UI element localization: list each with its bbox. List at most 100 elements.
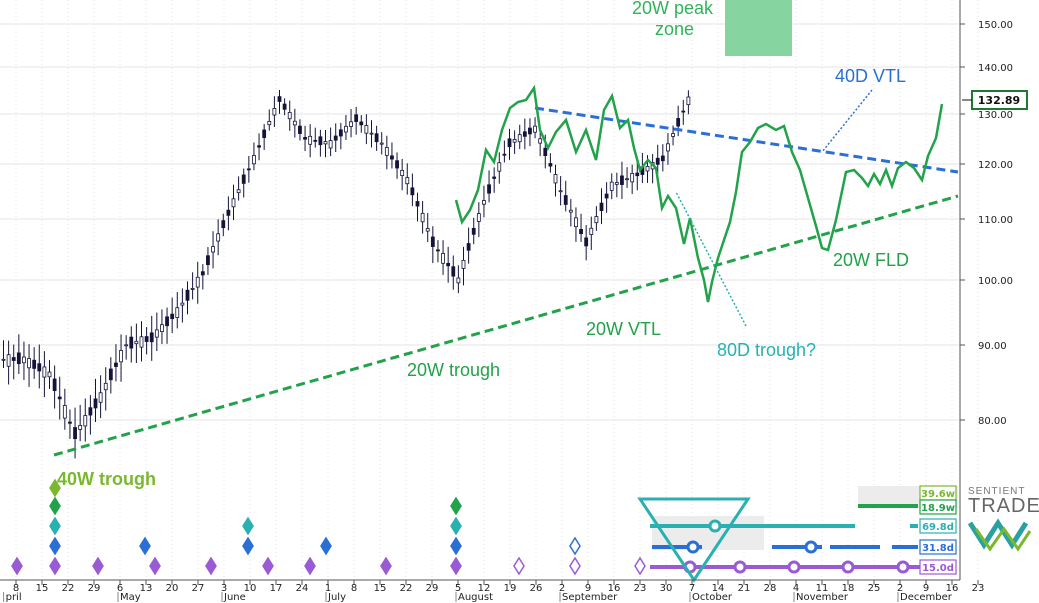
peak-zone-box xyxy=(725,0,792,56)
candle-body xyxy=(160,324,164,332)
cycle-diamond xyxy=(569,556,581,576)
x-tick-label: 27 xyxy=(192,583,205,594)
candle-body xyxy=(461,259,466,269)
candle-body xyxy=(313,139,318,142)
candle-body xyxy=(57,396,62,400)
logo-mark-icon xyxy=(967,518,1032,552)
x-tick-label: 6 xyxy=(117,583,123,594)
candle-body xyxy=(400,170,405,177)
cycle-diamond xyxy=(49,478,61,498)
month-label: June xyxy=(223,592,246,603)
candle-body xyxy=(395,160,399,169)
candle-body xyxy=(200,271,205,276)
candle-body xyxy=(323,141,328,145)
x-tick-label: 15 xyxy=(36,583,49,594)
20w-vtl-label: 20W VTL xyxy=(586,319,661,339)
candle-body xyxy=(103,382,108,391)
candle-body xyxy=(415,201,420,207)
candle-body xyxy=(62,405,67,419)
peak-zone-label-2: zone xyxy=(655,19,694,39)
x-tick-label: 25 xyxy=(868,583,881,594)
20w-fld-label: 20W FLD xyxy=(833,250,909,270)
candle-body xyxy=(124,344,129,347)
candle-body xyxy=(548,163,553,167)
month-label: pril xyxy=(6,592,22,603)
x-tick-label: 8 xyxy=(351,583,357,594)
candle-body xyxy=(206,255,210,266)
candle-body xyxy=(681,110,686,113)
cycle-diamond xyxy=(149,556,161,576)
cycle-diamond xyxy=(304,556,316,576)
candle-body xyxy=(333,135,338,141)
40w-trough-label: 40W trough xyxy=(57,469,156,489)
cycle-15d-marker-4 xyxy=(841,560,855,574)
x-tick-label: 23 xyxy=(972,583,985,594)
cycle-15d-marker-5 xyxy=(896,560,910,574)
candle-body xyxy=(52,378,57,391)
cycle-label-text: 15.0d xyxy=(922,563,954,574)
candle-body xyxy=(482,200,486,205)
x-tick-label: 11 xyxy=(816,583,829,594)
y-tick-label: 90.00 xyxy=(978,341,1007,352)
month-label: May xyxy=(120,592,141,603)
x-tick-label: 22 xyxy=(400,583,413,594)
candle-body xyxy=(533,125,537,133)
month-label: August xyxy=(458,592,493,603)
candle-body xyxy=(584,237,589,247)
candle-body xyxy=(119,350,123,363)
x-tick-label: 13 xyxy=(140,583,153,594)
candle-body xyxy=(614,182,619,185)
40w-vtl-line xyxy=(53,194,959,457)
x-tick-label: 2 xyxy=(897,583,903,594)
candle-body xyxy=(405,177,410,185)
x-tick-label: 29 xyxy=(426,583,439,594)
candle-body xyxy=(589,227,594,235)
cycle-diamond xyxy=(634,556,646,576)
month-label: November xyxy=(796,592,849,603)
candle-body xyxy=(272,108,277,116)
cycle-diamond xyxy=(242,516,254,536)
peak-zone-label-1: 20W peak xyxy=(632,0,714,18)
x-tick-label: 23 xyxy=(634,583,647,594)
candle-body xyxy=(154,329,159,338)
candle-body xyxy=(456,277,461,284)
candle-body xyxy=(594,216,599,224)
y-axis-ticks: 150.00 140.00 130.00 120.00 110.00 100.00 90.0… xyxy=(960,20,1013,427)
40d-vtl-line xyxy=(534,106,959,174)
candle-body xyxy=(114,362,118,367)
candle-body xyxy=(22,356,26,364)
candle-body xyxy=(655,157,660,165)
x-tick-label: 16 xyxy=(946,583,959,594)
x-tick-label: 14 xyxy=(712,583,725,594)
x-tick-label: 22 xyxy=(62,583,75,594)
cycle-length-labels: 39.6w 18.9w 69.8d 31.8d 15.0d xyxy=(919,485,957,575)
candle-body xyxy=(216,233,221,242)
candle-body xyxy=(574,217,578,228)
x-tick-label: 9 xyxy=(923,583,929,594)
candle-body xyxy=(579,228,583,235)
candle-body xyxy=(195,276,200,288)
candle-body xyxy=(68,421,72,424)
cycle-15d-marker-3 xyxy=(787,560,801,574)
cycle-trough-triangle xyxy=(637,497,751,583)
cycle-31-8d-marker-2 xyxy=(804,540,818,554)
x-tick-label: 15 xyxy=(374,583,387,594)
candle-body xyxy=(338,129,343,137)
candle-body xyxy=(364,125,369,134)
candle-body xyxy=(308,135,313,145)
candle-body xyxy=(129,336,134,349)
month-label: July xyxy=(327,592,346,603)
80d-trough-label: 80D trough? xyxy=(717,340,816,360)
x-tick-label: 5 xyxy=(455,583,461,594)
cycle-diamond xyxy=(242,536,254,556)
candle-body xyxy=(149,332,154,343)
candle-body xyxy=(47,371,52,378)
candle-body xyxy=(359,121,364,126)
vertical-gridlines xyxy=(15,0,979,580)
candle-body xyxy=(27,358,31,369)
cycle-panel: 39.6w 18.9w 69.8d 31.8d 15.0d xyxy=(637,485,958,583)
cycle-diamond xyxy=(450,496,462,516)
cycle-diamond xyxy=(569,536,581,556)
sentient-trader-logo: SENTIENT TRADER xyxy=(967,486,1039,576)
candle-body xyxy=(134,340,139,345)
